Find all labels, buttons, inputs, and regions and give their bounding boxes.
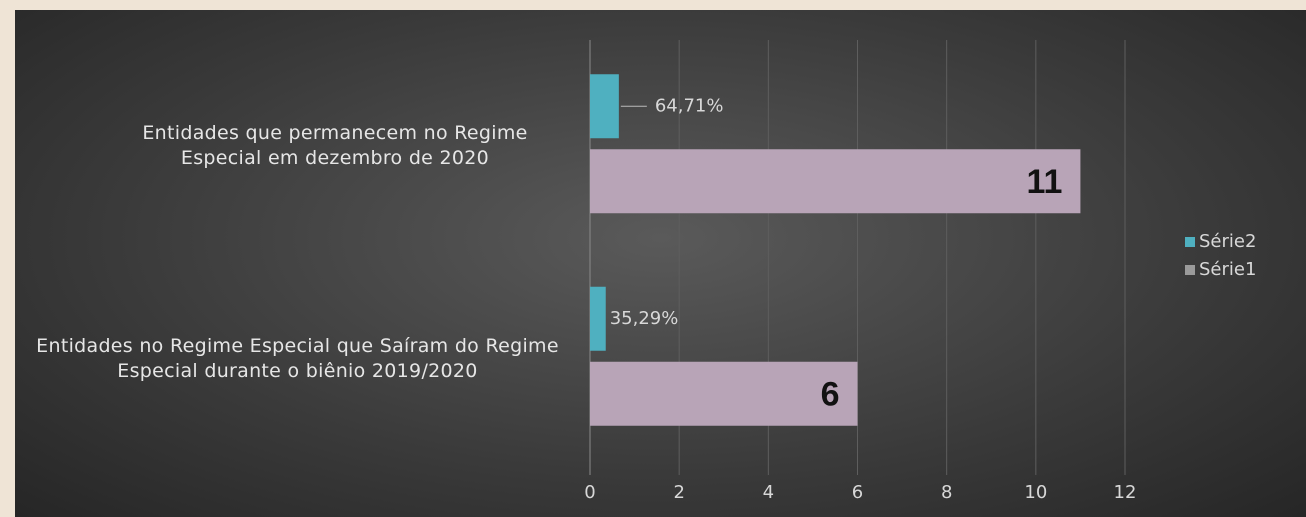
category-label: Entidades no Regime Especial que Saíram … xyxy=(36,334,559,382)
x-tick-label: 2 xyxy=(673,482,684,503)
legend-marker xyxy=(1185,237,1195,247)
x-tick-label: 10 xyxy=(1024,482,1047,503)
x-tick-label: 12 xyxy=(1114,482,1137,503)
data-label: 35,29% xyxy=(610,308,679,329)
bar xyxy=(590,361,858,426)
chart-area: 0 2 4 6 8 10 12 64,71% 11 35,29% 6 Série2 Série1 Ent… xyxy=(15,10,1306,517)
legend-label: Série1 xyxy=(1199,259,1256,280)
data-label: 11 xyxy=(1026,163,1062,201)
x-tick-label: 6 xyxy=(852,482,863,503)
data-label: 64,71% xyxy=(655,95,724,116)
x-tick-label: 8 xyxy=(941,482,952,503)
x-tick-label: 4 xyxy=(763,482,774,503)
category-label: Entidades que permanecem no Regime Espec… xyxy=(142,122,528,170)
legend-label: Série2 xyxy=(1199,231,1256,252)
data-label: 6 xyxy=(821,376,840,414)
bar xyxy=(590,149,1081,214)
bar xyxy=(590,74,619,139)
bar xyxy=(590,286,606,351)
legend-marker xyxy=(1185,265,1195,275)
chart: 0 2 4 6 8 10 12 64,71% 11 35,29% 6 Série2 Série1 xyxy=(584,40,1256,503)
x-tick-label: 0 xyxy=(584,482,595,503)
